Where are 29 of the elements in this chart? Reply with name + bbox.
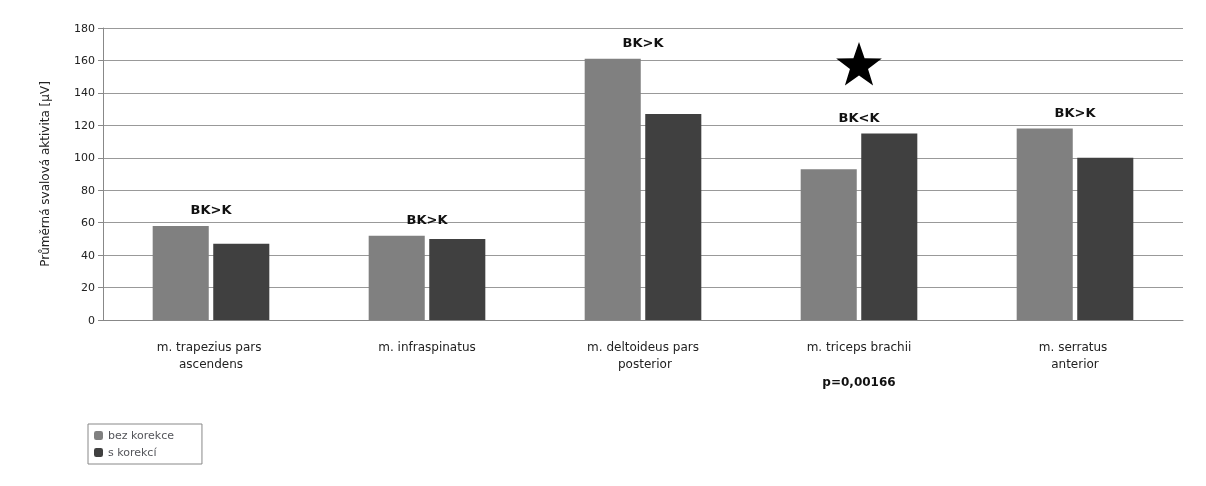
y-tick-label: 40: [81, 248, 95, 262]
y-tick-label: 120: [74, 118, 95, 132]
annotation: BK>K: [406, 212, 449, 228]
annotation: BK<K: [838, 109, 881, 125]
y-tick-label: 0: [88, 313, 95, 327]
y-tick-label: 80: [81, 183, 95, 197]
y-tick-label: 180: [74, 21, 95, 35]
x-tick-label: m. deltoideus pars posterior: [587, 339, 699, 371]
y-axis-title: Průměrná svalová aktivita [µV]: [38, 81, 52, 267]
y-tick-label: 160: [74, 53, 95, 67]
bar: [645, 113, 702, 320]
bar: [213, 243, 270, 320]
legend-label: s korekcí: [108, 446, 158, 459]
bar: [429, 238, 486, 320]
y-tick-label: 20: [81, 281, 95, 295]
annotation: BK>K: [1054, 105, 1097, 121]
annotation: BK>K: [622, 35, 665, 51]
annotation: BK>K: [190, 202, 233, 218]
y-tick-label: 140: [74, 86, 95, 100]
bar: [861, 133, 918, 320]
x-tick-label: m. trapezius pars ascendens: [156, 339, 266, 371]
x-tick-label: m. triceps brachii: [806, 339, 912, 354]
text: p=0,00166: [822, 375, 896, 389]
legend-label: bez korekce: [108, 429, 175, 442]
y-tick-label: 100: [74, 151, 95, 165]
x-tick-label: m. infraspinatus: [378, 339, 476, 354]
x-tick-label: m. serratus anterior: [1038, 339, 1112, 371]
bar: [1077, 157, 1134, 320]
y-tick-label: 60: [81, 216, 95, 230]
